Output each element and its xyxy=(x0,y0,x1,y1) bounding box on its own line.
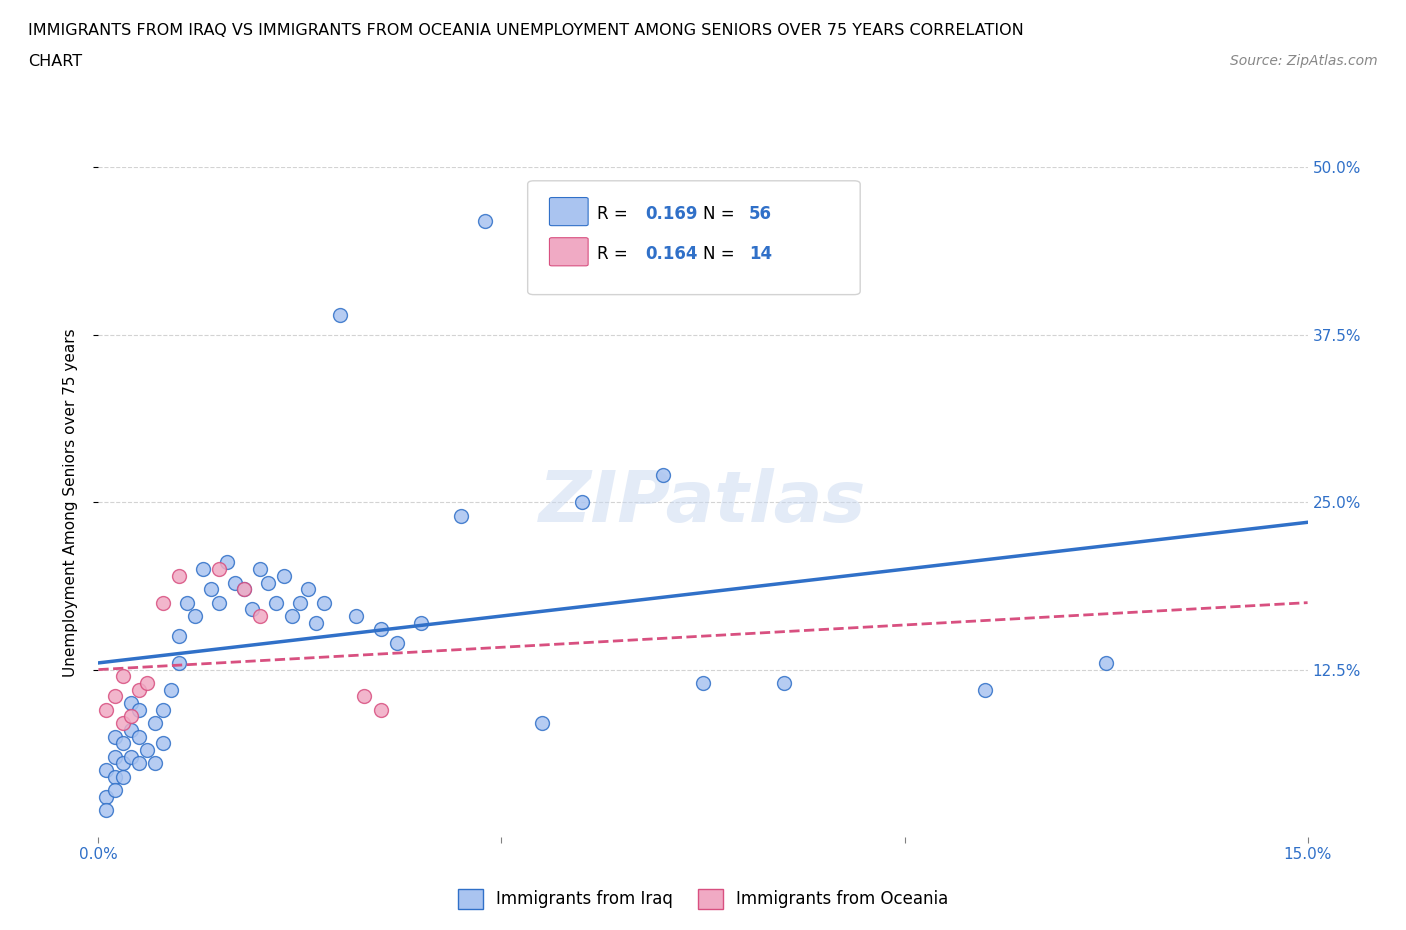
Point xyxy=(152,702,174,717)
Point xyxy=(385,635,408,650)
Point xyxy=(974,683,997,698)
Point xyxy=(184,608,207,623)
Point xyxy=(167,656,190,671)
Point xyxy=(232,582,254,597)
Point xyxy=(208,562,231,577)
Point xyxy=(530,716,553,731)
Point xyxy=(143,716,166,731)
Text: IMMIGRANTS FROM IRAQ VS IMMIGRANTS FROM OCEANIA UNEMPLOYMENT AMONG SENIORS OVER : IMMIGRANTS FROM IRAQ VS IMMIGRANTS FROM … xyxy=(28,23,1024,38)
Text: 0.164: 0.164 xyxy=(645,246,697,263)
Point xyxy=(305,616,328,631)
Point xyxy=(176,595,198,610)
Point xyxy=(264,595,287,610)
Text: 56: 56 xyxy=(749,206,772,223)
Text: R =: R = xyxy=(596,206,633,223)
Point xyxy=(314,595,336,610)
Point xyxy=(297,582,319,597)
Text: 14: 14 xyxy=(749,246,772,263)
Point xyxy=(1095,656,1118,671)
Point xyxy=(450,508,472,523)
Point xyxy=(249,608,271,623)
Point xyxy=(96,763,118,777)
Point xyxy=(329,307,352,322)
Text: R =: R = xyxy=(596,246,633,263)
Point xyxy=(353,689,375,704)
Point xyxy=(370,702,392,717)
Point xyxy=(111,716,134,731)
FancyBboxPatch shape xyxy=(550,238,588,266)
Text: Source: ZipAtlas.com: Source: ZipAtlas.com xyxy=(1230,54,1378,68)
Point xyxy=(167,629,190,644)
Point xyxy=(167,568,190,583)
Point xyxy=(103,729,125,744)
Point xyxy=(249,562,271,577)
Point xyxy=(256,575,278,590)
Point xyxy=(103,769,125,784)
Point xyxy=(128,756,150,771)
Point xyxy=(135,675,157,690)
Point xyxy=(128,683,150,698)
Point xyxy=(128,702,150,717)
Point xyxy=(152,595,174,610)
Point xyxy=(120,750,142,764)
Point xyxy=(111,736,134,751)
Point xyxy=(288,595,311,610)
Point xyxy=(120,709,142,724)
Point xyxy=(273,568,295,583)
Point xyxy=(111,756,134,771)
Point xyxy=(120,723,142,737)
Point xyxy=(240,602,263,617)
Point xyxy=(281,608,304,623)
Y-axis label: Unemployment Among Seniors over 75 years: Unemployment Among Seniors over 75 years xyxy=(63,328,77,676)
FancyBboxPatch shape xyxy=(550,197,588,226)
Point xyxy=(200,582,222,597)
Text: 0.169: 0.169 xyxy=(645,206,697,223)
Point xyxy=(96,702,118,717)
Point xyxy=(96,803,118,817)
Point xyxy=(160,683,183,698)
Text: N =: N = xyxy=(703,246,740,263)
Text: CHART: CHART xyxy=(28,54,82,69)
Point xyxy=(111,769,134,784)
Text: N =: N = xyxy=(703,206,740,223)
Point xyxy=(96,790,118,804)
Point xyxy=(224,575,246,590)
Point xyxy=(120,696,142,711)
Text: ZIPatlas: ZIPatlas xyxy=(540,468,866,537)
Point xyxy=(370,622,392,637)
Point xyxy=(651,468,673,483)
Point xyxy=(571,495,593,510)
Point xyxy=(135,742,157,757)
Point xyxy=(208,595,231,610)
Point xyxy=(772,675,794,690)
FancyBboxPatch shape xyxy=(527,180,860,295)
Legend: Immigrants from Iraq, Immigrants from Oceania: Immigrants from Iraq, Immigrants from Oc… xyxy=(451,882,955,916)
Point xyxy=(103,750,125,764)
Point xyxy=(103,689,125,704)
Point xyxy=(193,562,215,577)
Point xyxy=(217,555,239,570)
Point xyxy=(103,783,125,798)
Point xyxy=(692,675,714,690)
Point xyxy=(152,736,174,751)
Point xyxy=(128,729,150,744)
Point xyxy=(232,582,254,597)
Point xyxy=(409,616,432,631)
Point xyxy=(344,608,367,623)
Point xyxy=(111,669,134,684)
Point xyxy=(143,756,166,771)
Point xyxy=(474,214,496,229)
